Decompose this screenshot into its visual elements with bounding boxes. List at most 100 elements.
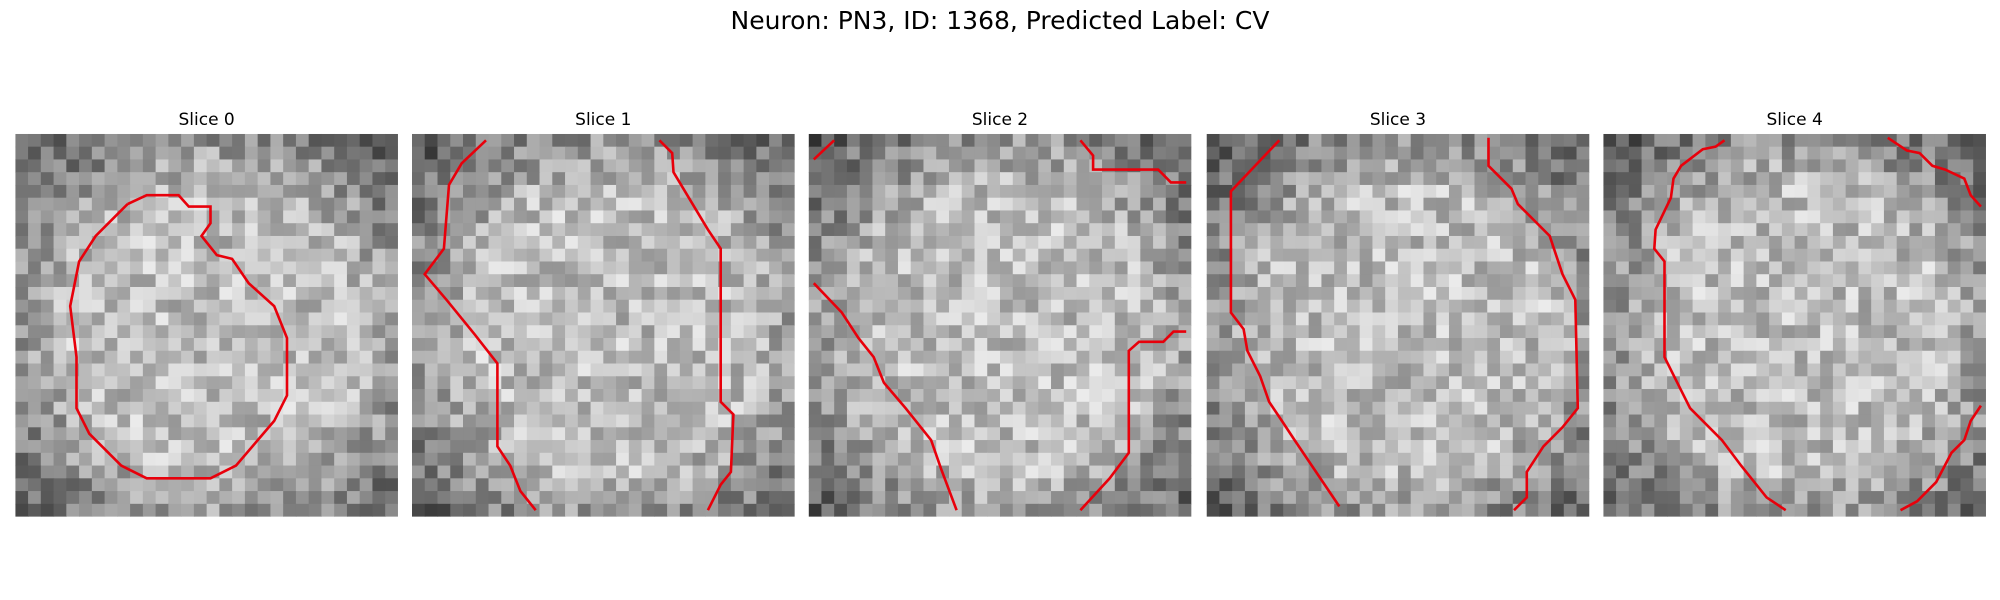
pixel (308, 325, 323, 339)
pixel (1525, 350, 1539, 365)
pixel (1743, 389, 1757, 403)
pixel (1871, 427, 1885, 441)
pixel (1153, 452, 1167, 467)
pixel (193, 146, 208, 161)
pixel (910, 210, 925, 224)
pixel (1705, 325, 1719, 339)
pixel (1551, 286, 1565, 301)
pixel (1603, 325, 1617, 339)
pixel (437, 286, 451, 301)
pixel (1153, 491, 1167, 505)
pixel (168, 478, 182, 492)
pixel (1153, 440, 1167, 454)
pixel (1512, 350, 1527, 365)
pixel (730, 389, 745, 403)
pixel (1692, 389, 1706, 403)
pixel (15, 338, 29, 352)
pixel (1845, 491, 1860, 505)
pixel (1807, 159, 1821, 173)
pixel (53, 376, 67, 390)
pixel (66, 197, 80, 212)
pixel (1051, 465, 1065, 479)
pixel (1283, 478, 1297, 492)
pixel (244, 223, 259, 237)
pixel (730, 465, 745, 479)
pixel (654, 414, 668, 428)
pixel (463, 210, 477, 224)
pixel (667, 172, 681, 186)
pixel (117, 261, 131, 275)
pixel (372, 338, 386, 352)
pixel (1769, 184, 1783, 199)
pixel (1718, 248, 1732, 263)
pixel (130, 223, 144, 237)
pixel (577, 414, 592, 428)
pixel (1730, 184, 1745, 199)
pixel (974, 465, 988, 479)
pixel (1051, 491, 1065, 505)
pixel (577, 248, 592, 263)
pixel (1308, 427, 1323, 441)
pixel (1922, 210, 1936, 224)
pixel (155, 312, 169, 326)
pixel (168, 146, 182, 161)
pixel (1883, 210, 1898, 224)
pixel (1525, 299, 1539, 314)
pixel (1334, 184, 1348, 199)
pixel (1025, 146, 1039, 161)
pixel (1270, 286, 1284, 301)
pixel (1603, 427, 1617, 441)
pixel (987, 414, 1001, 428)
pixel (987, 325, 1001, 339)
pixel (552, 261, 566, 275)
pixel (1781, 197, 1796, 212)
pixel (1654, 146, 1668, 161)
pixel (270, 452, 284, 467)
pixel (346, 325, 361, 339)
pixel (1385, 414, 1399, 428)
pixel (834, 286, 848, 301)
pixel (1397, 401, 1412, 416)
pixel (1603, 414, 1617, 428)
pixel (1076, 350, 1090, 365)
pixel (450, 452, 464, 467)
pixel (40, 210, 55, 224)
pixel (1232, 491, 1246, 505)
pixel (232, 452, 246, 467)
pixel (1769, 452, 1783, 467)
pixel (628, 465, 643, 479)
pixel (1474, 172, 1488, 186)
pixel (1397, 427, 1412, 441)
pixel (1346, 427, 1361, 441)
pixel (385, 491, 398, 505)
pixel (1000, 299, 1014, 314)
pixel (1525, 223, 1539, 237)
pixel (577, 133, 592, 148)
pixel (206, 414, 220, 428)
pixel (1628, 235, 1643, 250)
pixel (1525, 274, 1539, 288)
pixel (1718, 159, 1732, 173)
pixel (1858, 414, 1872, 428)
pixel (1436, 172, 1450, 186)
pixel (641, 248, 655, 263)
pixel (346, 274, 361, 288)
pixel (923, 376, 937, 390)
pixel (628, 274, 643, 288)
pixel (1448, 146, 1463, 161)
pixel (1781, 223, 1796, 237)
pixel (257, 197, 272, 212)
pixel (53, 491, 67, 505)
pixel (1692, 338, 1706, 352)
pixel (1576, 338, 1590, 352)
pixel (692, 172, 706, 186)
pixel (1219, 389, 1233, 403)
pixel (910, 223, 925, 237)
pixel (91, 389, 106, 403)
pixel (1628, 210, 1643, 224)
pixel (1153, 248, 1167, 263)
pixel (1730, 261, 1745, 275)
pixel (1794, 325, 1808, 339)
pixel (756, 261, 770, 275)
pixel (1756, 338, 1770, 352)
